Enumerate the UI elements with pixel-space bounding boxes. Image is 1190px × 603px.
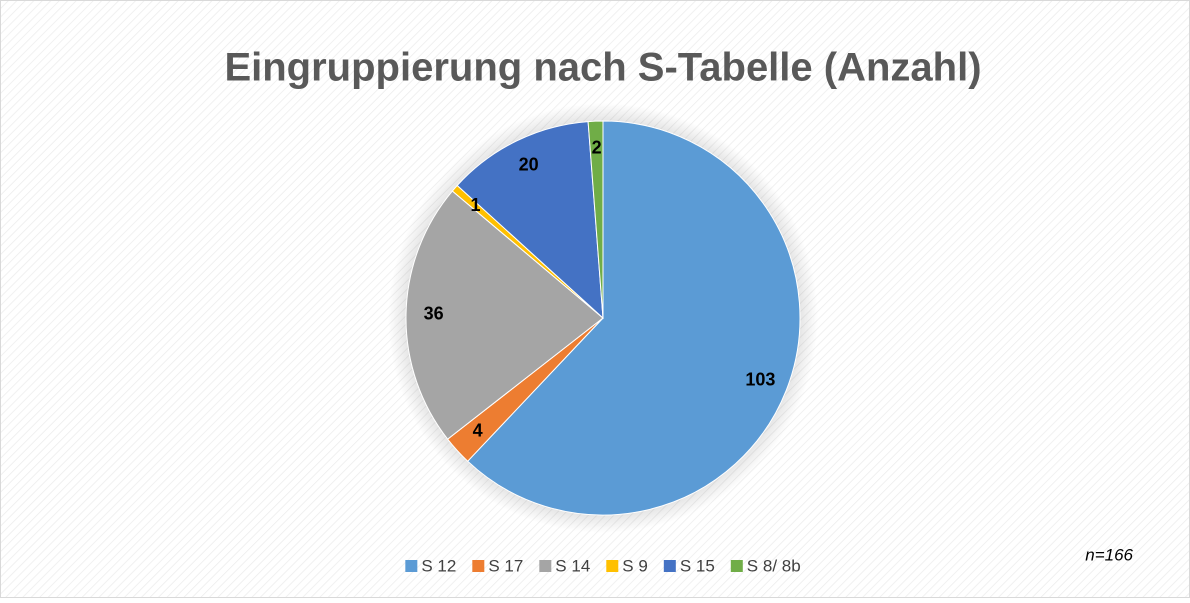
pie <box>405 120 801 516</box>
data-label: 20 <box>519 155 539 175</box>
legend-item: S 14 <box>539 556 590 575</box>
legend-swatch <box>663 560 676 572</box>
data-label: 1 <box>471 195 481 215</box>
legend-label: S 14 <box>555 556 590 575</box>
pie-slice <box>456 121 604 320</box>
legend-label: S 15 <box>680 556 715 575</box>
legend: S 12 S 17 S 14 S 9 S 15 S 8/ 8b <box>405 556 801 575</box>
data-labels: 103 4 36 1 20 2 <box>424 137 776 440</box>
legend-item: S 8/ 8b <box>730 556 801 575</box>
annotation: n=166 <box>1085 545 1133 564</box>
pie-slice <box>405 190 604 440</box>
legend-label: S 12 <box>421 556 456 575</box>
data-label: 2 <box>592 137 602 157</box>
legend-item: S 9 <box>606 556 648 575</box>
legend-swatch <box>472 560 485 572</box>
legend-label: S 17 <box>488 556 523 575</box>
legend-swatch <box>405 560 418 572</box>
pie-slice <box>467 120 801 516</box>
legend-item: S 15 <box>663 556 715 575</box>
data-label: 103 <box>745 369 775 389</box>
legend-item: S 17 <box>472 556 523 575</box>
pie-slice <box>587 120 604 319</box>
chart-title: Eingruppierung nach S-Tabelle (Anzahl) <box>224 46 981 90</box>
legend-swatch <box>730 560 743 572</box>
legend-swatch <box>539 560 552 572</box>
legend-label: S 8/ 8b <box>747 556 801 575</box>
legend-item: S 12 <box>405 556 456 575</box>
legend-swatch <box>606 560 619 572</box>
data-label: 36 <box>424 304 444 324</box>
legend-label: S 9 <box>622 556 648 575</box>
data-label: 4 <box>473 421 483 441</box>
